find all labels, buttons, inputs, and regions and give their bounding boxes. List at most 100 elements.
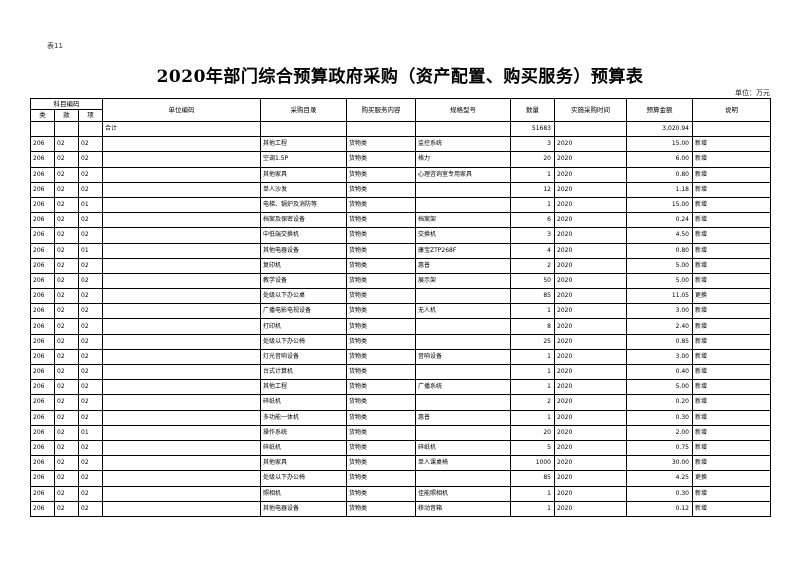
cell-remark: 更换 — [692, 470, 771, 487]
header-quantity: 数量 — [510, 98, 555, 122]
cell-kuan: 02 — [54, 151, 79, 168]
cell-remark: 新增 — [692, 363, 771, 381]
cell-xiang: 02 — [78, 136, 103, 153]
cell-lei: 206 — [30, 424, 55, 441]
cell-service-content: 货物类 — [346, 227, 416, 244]
cell-purchase-time — [554, 120, 627, 138]
cell-remark: 新增 — [692, 333, 771, 350]
cell-budget-amount: 0.30 — [626, 409, 693, 426]
cell-kuan: 02 — [54, 500, 79, 517]
table-row-total: 合计 51683 3,020.94 — [30, 120, 771, 138]
cell-catalog: 复印机 — [260, 257, 347, 274]
header-subject-code-group: 科目编码 — [30, 98, 103, 110]
cell-spec-model: 无人机 — [415, 303, 511, 320]
header-row-group: 科目编码 单位编码 采购目录 购买服务内容 规格型号 数量 实施采购时间 预算金… — [30, 98, 771, 122]
cell-service-content: 货物类 — [346, 348, 416, 366]
cell-spec-model: 惠普 — [415, 257, 511, 274]
cell-purchase-time: 2020 — [554, 348, 627, 366]
cell-quantity: 1 — [510, 196, 555, 214]
cell-service-content: 货物类 — [346, 363, 416, 381]
cell-purchase-time: 2020 — [554, 166, 627, 183]
cell-unit-code — [102, 348, 261, 366]
cell-service-content: 货物类 — [346, 212, 416, 229]
cell-remark — [692, 120, 771, 138]
table-row: 206 02 02 处级以下办公椅 货物类 25 2020 0.85 新增 — [30, 333, 771, 350]
cell-xiang: 02 — [78, 500, 103, 517]
cell-quantity: 2 — [510, 257, 555, 274]
cell-budget-amount: 11.05 — [626, 288, 693, 305]
cell-catalog: 处级以下办公桌 — [260, 288, 347, 305]
cell-unit-code — [102, 181, 261, 198]
cell-purchase-time: 2020 — [554, 212, 627, 229]
cell-unit-code — [102, 166, 261, 183]
table-row: 206 02 02 教学设备 货物类 展示架 50 2020 5.00 新增 — [30, 272, 771, 290]
cell-budget-amount: 0.75 — [626, 439, 693, 457]
cell-kuan: 02 — [54, 333, 79, 350]
table-row: 206 02 02 碎纸机 货物类 碎纸机 5 2020 0.75 新增 — [30, 439, 771, 457]
cell-spec-model: 佳能照相机 — [415, 485, 511, 502]
cell-catalog: 照相机 — [260, 485, 347, 502]
cell-remark: 新增 — [692, 242, 771, 259]
cell-purchase-time: 2020 — [554, 288, 627, 305]
cell-quantity: 85 — [510, 288, 555, 305]
cell-catalog: 其他工程 — [260, 136, 347, 153]
cell-kuan: 02 — [54, 470, 79, 487]
cell-xiang: 01 — [78, 424, 103, 441]
cell-unit-code — [102, 485, 261, 502]
budget-table-container: 科目编码 单位编码 采购目录 购买服务内容 规格型号 数量 实施采购时间 预算金… — [30, 98, 771, 517]
cell-catalog: 操作系统 — [260, 424, 347, 441]
cell-kuan: 02 — [54, 242, 79, 259]
header-lei: 类 — [30, 109, 55, 122]
cell-spec-model — [415, 181, 511, 198]
sheet-label: 表11 — [47, 42, 63, 50]
cell-remark: 新增 — [692, 196, 771, 214]
cell-lei: 206 — [30, 227, 55, 244]
cell-purchase-time: 2020 — [554, 439, 627, 457]
cell-remark: 新增 — [692, 409, 771, 426]
cell-service-content: 货物类 — [346, 288, 416, 305]
cell-budget-amount: 2.00 — [626, 424, 693, 441]
cell-lei: 206 — [30, 394, 55, 411]
cell-catalog: 其他电器设备 — [260, 242, 347, 259]
cell-remark: 新增 — [692, 151, 771, 168]
cell-spec-model — [415, 318, 511, 335]
cell-remark: 新增 — [692, 424, 771, 441]
cell-unit-code — [102, 303, 261, 320]
cell-lei: 206 — [30, 242, 55, 259]
cell-lei: 206 — [30, 136, 55, 153]
cell-budget-amount: 15.00 — [626, 136, 693, 153]
cell-kuan: 02 — [54, 455, 79, 472]
cell-service-content: 货物类 — [346, 318, 416, 335]
cell-budget-amount: 0.80 — [626, 242, 693, 259]
cell-quantity: 50 — [510, 272, 555, 290]
cell-purchase-time: 2020 — [554, 485, 627, 502]
cell-catalog: 碎纸机 — [260, 394, 347, 411]
cell-spec-model: 康宝ZTP268F — [415, 242, 511, 259]
cell-catalog: 空调1.5P — [260, 151, 347, 168]
cell-quantity: 2 — [510, 394, 555, 411]
cell-budget-amount: 4.50 — [626, 227, 693, 244]
cell-xiang: 02 — [78, 318, 103, 335]
header-unit-code: 单位编码 — [102, 98, 261, 122]
cell-quantity: 1 — [510, 500, 555, 517]
cell-service-content: 货物类 — [346, 439, 416, 457]
cell-kuan: 02 — [54, 166, 79, 183]
cell-unit-code — [102, 227, 261, 244]
cell-lei: 206 — [30, 303, 55, 320]
cell-lei: 206 — [30, 288, 55, 305]
cell-service-content: 货物类 — [346, 394, 416, 411]
cell-xiang: 02 — [78, 257, 103, 274]
cell-kuan: 02 — [54, 288, 79, 305]
cell-remark: 新增 — [692, 500, 771, 517]
table-row: 206 02 02 单人沙发 货物类 12 2020 1.18 新增 — [30, 181, 771, 198]
cell-lei: 206 — [30, 363, 55, 381]
cell-quantity: 1 — [510, 363, 555, 381]
cell-remark: 新增 — [692, 181, 771, 198]
cell-service-content: 货物类 — [346, 242, 416, 259]
cell-service-content: 货物类 — [346, 455, 416, 472]
cell-kuan: 02 — [54, 318, 79, 335]
cell-xiang: 02 — [78, 272, 103, 290]
cell-budget-amount: 5.00 — [626, 257, 693, 274]
cell-budget-amount: 0.85 — [626, 333, 693, 350]
